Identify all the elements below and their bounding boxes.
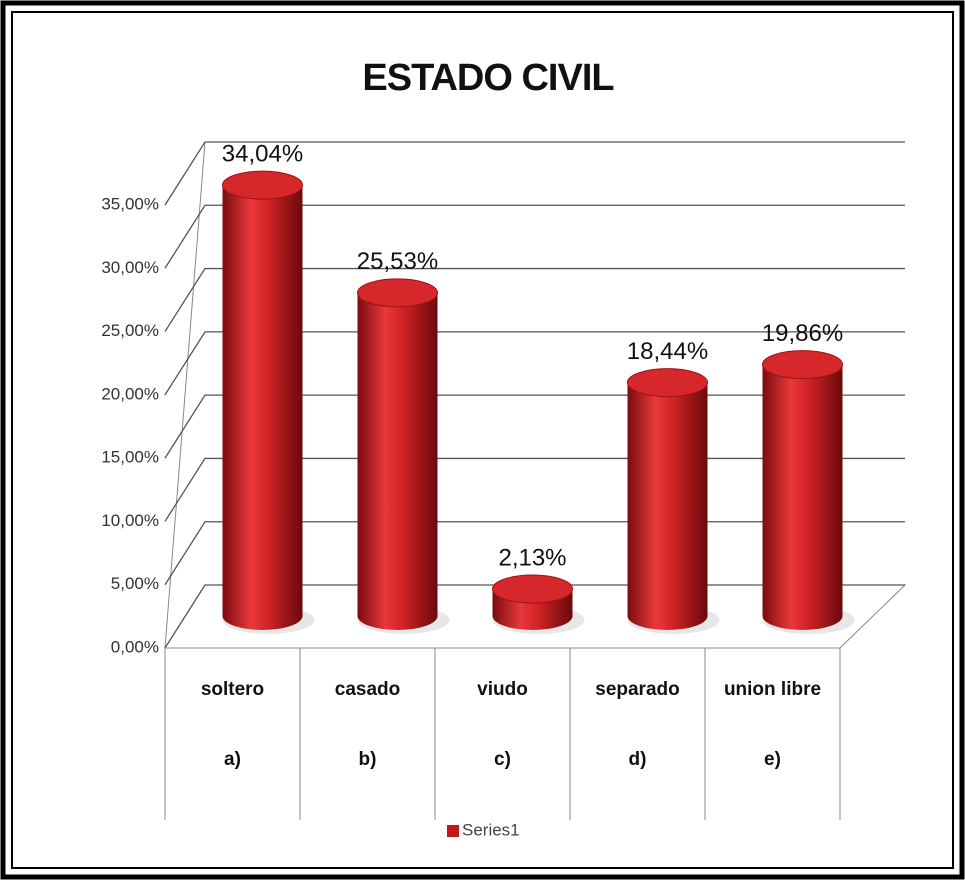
legend-swatch (447, 825, 459, 837)
y-tick-label: 25,00% (101, 321, 159, 340)
x-tick-code: d) (629, 749, 647, 770)
x-tick-label: viudo (477, 679, 528, 700)
x-tick-label: casado (335, 679, 400, 700)
data-label: 34,04% (222, 140, 303, 167)
y-tick-label: 5,00% (111, 574, 159, 593)
y-tick-label: 30,00% (101, 258, 159, 277)
y-tick-label: 10,00% (101, 511, 159, 530)
bar-top (762, 350, 843, 380)
x-tick-label: soltero (201, 679, 264, 700)
x-tick-label: union libre (724, 679, 821, 700)
x-tick-code: a) (224, 749, 241, 770)
data-label: 25,53% (357, 248, 438, 275)
chart-title: ESTADO CIVIL (362, 57, 614, 99)
bar-top (222, 170, 303, 200)
data-label: 19,86% (762, 320, 843, 347)
bar (357, 292, 438, 631)
x-tick-code: b) (359, 749, 377, 770)
legend-label: Series1 (462, 820, 520, 839)
data-label: 2,13% (498, 544, 566, 571)
x-tick-code: c) (494, 749, 511, 770)
bar (627, 382, 708, 631)
y-tick-label: 20,00% (101, 384, 159, 403)
y-tick-label: 35,00% (101, 194, 159, 213)
data-label: 18,44% (627, 338, 708, 365)
bar-top (357, 278, 438, 308)
y-tick-label: 0,00% (111, 637, 159, 656)
grid-line (164, 204, 905, 269)
y-tick-label: 15,00% (101, 448, 159, 467)
inner-border (11, 11, 954, 869)
grid-line (164, 331, 905, 396)
bar-top (492, 574, 573, 604)
grid-line (164, 267, 905, 332)
bar-top (627, 368, 708, 398)
grid-line (164, 141, 905, 206)
plot: 0,00% 5,00% 10,00% 15,00% 20,00% 25,00% 30,00%… (101, 140, 907, 839)
back-wall (164, 141, 206, 649)
bar (222, 185, 303, 631)
bar (762, 364, 843, 631)
x-tick-code: e) (764, 749, 781, 770)
x-tick-label: separado (595, 679, 679, 700)
